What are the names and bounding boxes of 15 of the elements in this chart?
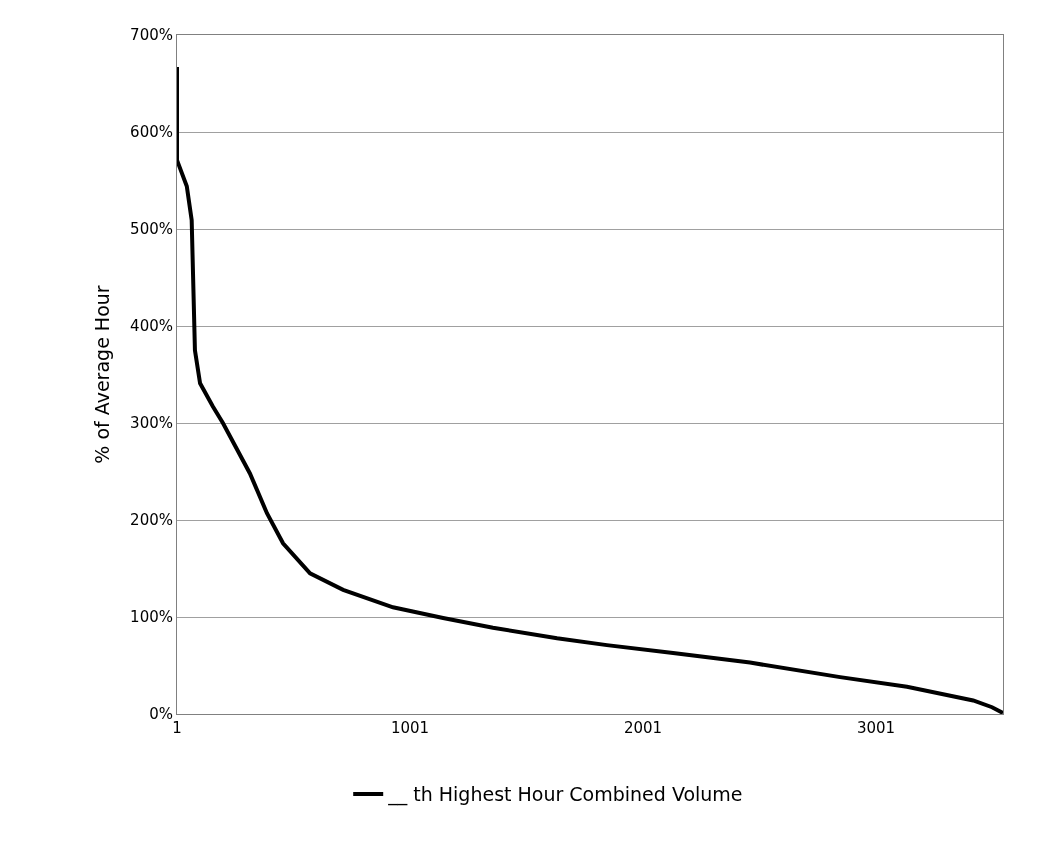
y-tick-label: 400% xyxy=(130,317,173,336)
legend-label: __ th Highest Hour Combined Volume xyxy=(387,783,743,807)
y-tick-label: 100% xyxy=(130,608,173,627)
x-tick-label: 1001 xyxy=(390,719,430,737)
y-tick-label: 600% xyxy=(130,123,173,142)
x-tick-label: 2001 xyxy=(623,719,663,737)
y-tick-label: 300% xyxy=(130,414,173,433)
y-tick-label: 200% xyxy=(130,511,173,530)
y-axis-title: % of Average Hour xyxy=(90,285,113,464)
x-tick-label: 3001 xyxy=(856,719,896,737)
y-tick-label: 500% xyxy=(130,220,173,239)
y-tick-label: 700% xyxy=(130,26,173,45)
line-series xyxy=(177,65,1003,714)
y-tick-label: 0% xyxy=(149,705,173,724)
x-tick-label: 1 xyxy=(172,719,182,737)
